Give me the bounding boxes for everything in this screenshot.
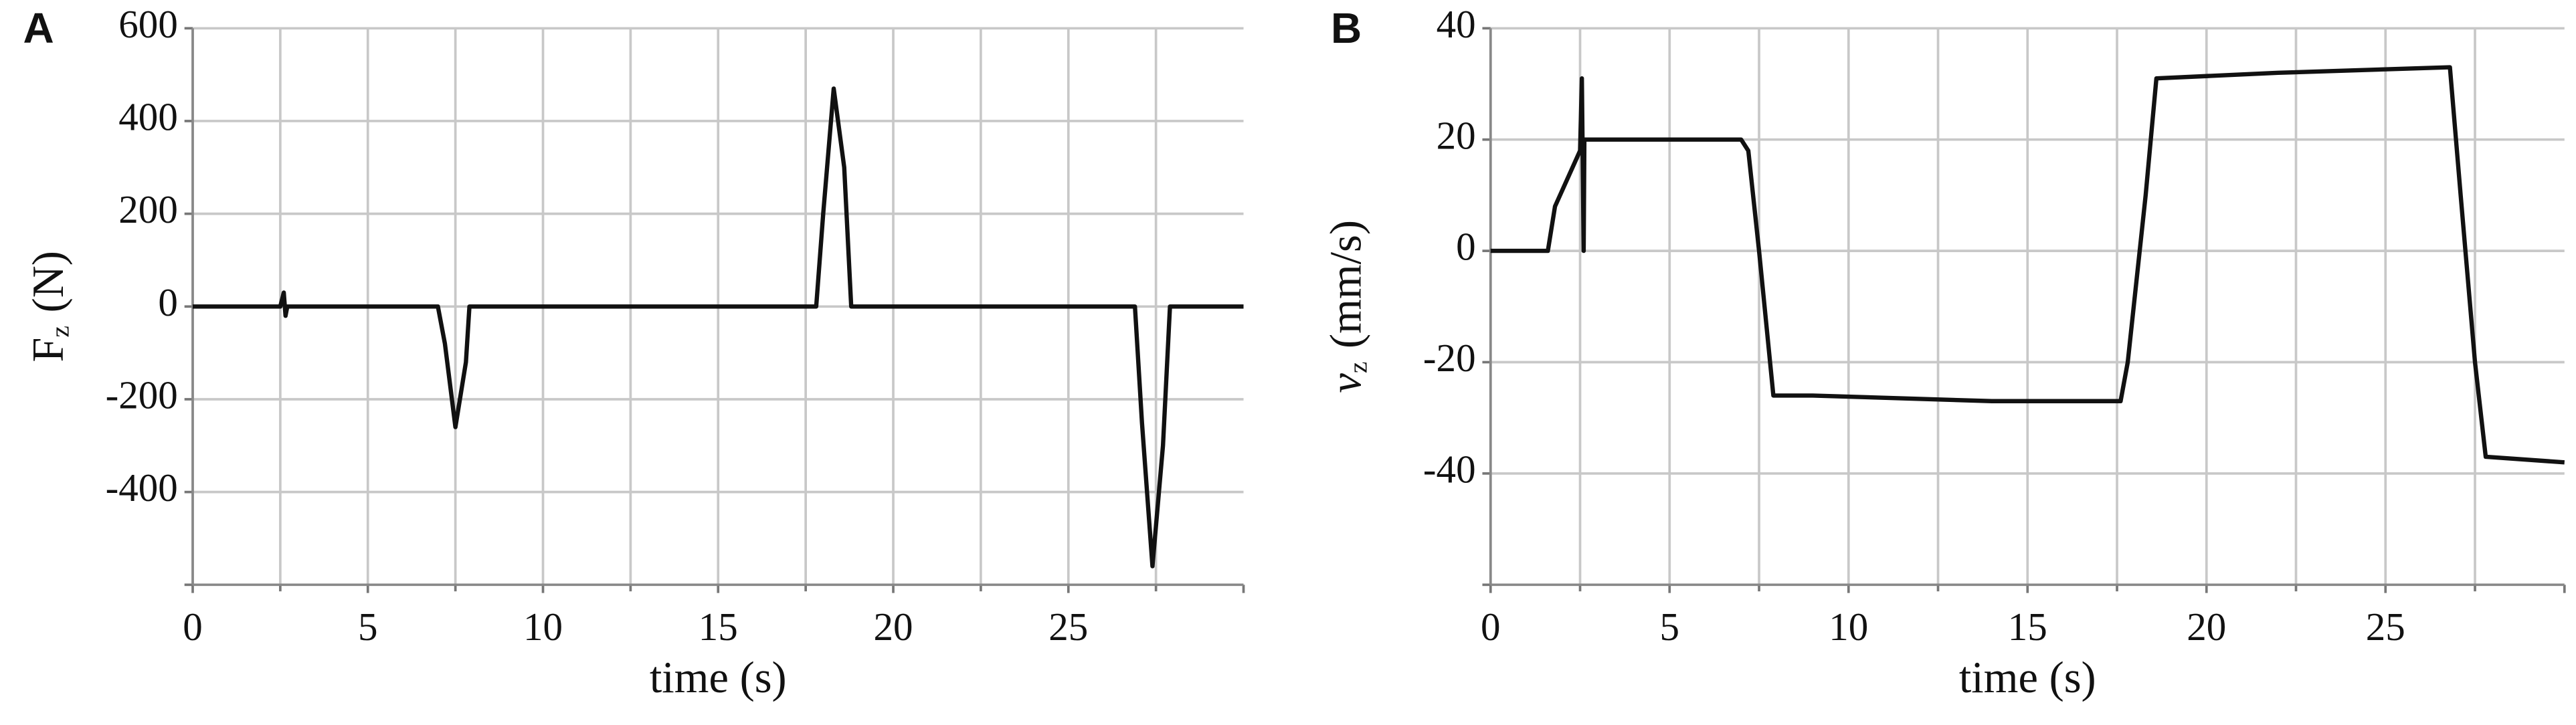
x-tick-label: 0 xyxy=(183,605,203,649)
x-tick-label: 10 xyxy=(523,605,563,649)
data-line xyxy=(1490,65,2565,465)
x-tick-label: 20 xyxy=(2187,605,2226,649)
y-tick-label: 600 xyxy=(118,2,178,46)
y-label-symbol: F xyxy=(24,338,73,362)
data-line xyxy=(193,86,1244,568)
x-tick-label: 25 xyxy=(1048,605,1088,649)
y-label-symbol: v xyxy=(1322,373,1371,393)
y-tick-label: 0 xyxy=(1456,225,1476,269)
y-tick-label: 0 xyxy=(158,280,178,324)
x-tick-label: 0 xyxy=(1481,605,1501,649)
y-label-unit: (mm/s) xyxy=(1322,220,1371,348)
x-axis-label: time (s) xyxy=(650,653,787,702)
y-label-subscript: z xyxy=(1343,362,1372,373)
panel-label: A xyxy=(23,4,54,52)
x-tick-label: 15 xyxy=(2008,605,2047,649)
y-label-subscript: z xyxy=(45,326,75,337)
y-axis-label: Fz (N) xyxy=(24,251,75,362)
x-tick-label: 5 xyxy=(1660,605,1680,649)
x-tick-label: 25 xyxy=(2366,605,2405,649)
y-label-unit: (N) xyxy=(24,251,73,312)
x-tick-label: 10 xyxy=(1829,605,1868,649)
y-tick-label: 200 xyxy=(118,187,178,231)
y-tick-label: -400 xyxy=(106,465,178,510)
panel-label: B xyxy=(1331,4,1362,52)
x-axis-label: time (s) xyxy=(1959,653,2096,702)
y-tick-label: 40 xyxy=(1437,2,1476,46)
y-tick-label: -200 xyxy=(106,373,178,417)
y-tick-label: 20 xyxy=(1437,113,1476,157)
x-tick-label: 5 xyxy=(358,605,378,649)
y-axis-label: vz (mm/s) xyxy=(1322,220,1373,393)
y-tick-label: 400 xyxy=(118,95,178,139)
y-tick-label: -40 xyxy=(1423,447,1476,491)
y-tick-label: -20 xyxy=(1423,336,1476,380)
x-tick-label: 20 xyxy=(873,605,913,649)
x-tick-label: 15 xyxy=(699,605,738,649)
